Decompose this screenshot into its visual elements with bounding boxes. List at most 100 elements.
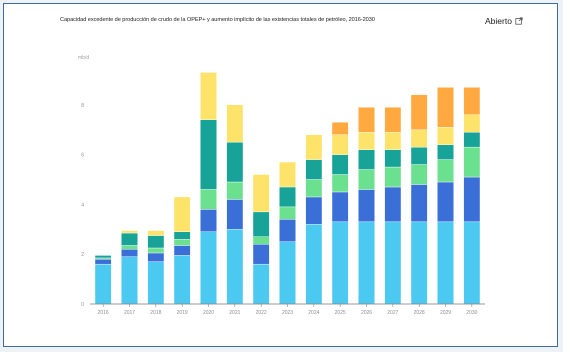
x-tick-label: 2022 [256,310,267,316]
bar-segment [173,255,191,305]
x-tick-label: 2027 [387,310,398,316]
bar-segment [463,114,481,133]
bar-segment [358,169,375,190]
bar-segment [94,263,112,305]
bar-segment [200,119,217,190]
bar-segment [358,107,375,133]
bar-segment [331,134,349,155]
y-tick-label: 4 [81,202,84,208]
bar-segment [279,206,296,220]
x-tick-label: 2026 [361,310,372,316]
bar-segment [331,191,349,223]
bar-segment [200,231,217,305]
bar-segment [121,232,138,246]
bar-segment [463,146,481,178]
bar-segment [279,219,296,242]
bar-segment [252,263,270,305]
bar-segment [305,159,323,180]
bar-segment [226,199,244,230]
bar-segment [331,154,349,175]
bar-segment [147,252,165,262]
bar-segment [121,249,138,257]
external-link-icon [515,17,523,25]
x-tick-label: 2025 [335,310,346,316]
bar-segment [463,87,481,115]
bar-segment [173,245,191,256]
bar-segment [279,241,296,305]
bar-segment [463,221,481,305]
x-tick-label: 2030 [466,310,477,316]
bar-segment [358,149,375,170]
bar-segment [94,258,112,265]
bar-segment [121,230,138,234]
y-tick-label: 6 [81,153,84,159]
bar-segment [384,221,402,305]
x-tick-label: 2017 [124,310,135,316]
bar-segment [226,141,244,183]
open-button-label: Abierto [485,16,512,26]
bar-segment [463,131,481,148]
bar-segment [305,179,323,198]
bar-segment [226,229,244,305]
bar-segment [121,245,138,250]
bar-segment [173,231,191,240]
bar-segment [252,244,270,265]
bar-segment [410,94,428,130]
open-button[interactable]: Abierto [485,16,523,26]
bar-segment [147,235,165,249]
bar-segment [305,196,323,225]
x-tick-label: 2029 [440,310,451,316]
bar-segment [147,261,165,305]
bar-segment [384,186,402,223]
x-tick-label: 2024 [308,310,319,316]
bar-segment [305,134,323,160]
x-tick-label: 2028 [414,310,425,316]
bar-segment [437,127,454,145]
bar-segment [147,247,165,254]
x-tick-label: 2016 [98,310,109,316]
bar-segment [121,256,138,305]
bar-segment [173,239,191,246]
bar-segment [279,161,296,188]
bar-segment [410,184,428,223]
bar-segment [147,230,165,236]
bar-segment [200,209,217,232]
bar-segment [437,87,454,128]
bar-segment [226,104,244,143]
bar-segment [358,221,375,305]
bar-segment [200,72,217,120]
bar-segment [410,129,428,148]
bar-segment [384,131,402,150]
x-tick-label: 2019 [177,310,188,316]
bar-segment [410,221,428,305]
x-tick-label: 2018 [150,310,161,316]
bar-segment [437,159,454,183]
bar-segment [437,144,454,160]
bar-segment [358,189,375,223]
bar-segment [252,174,270,213]
bar-segment [331,122,349,135]
bar-segment [94,255,112,259]
y-axis-unit-label: mb/d [78,55,89,61]
bar-segment [384,149,402,168]
bar-segment [200,189,217,210]
y-tick-label: 0 [81,302,84,308]
bar-segment [463,176,481,223]
bar-segment [384,166,402,188]
chart-title: Capacidad excedente de producción de cru… [60,17,375,23]
bar-segment [410,146,428,165]
y-tick-label: 8 [81,103,84,109]
bar-segment [226,181,244,200]
bar-segment [437,181,454,223]
x-tick-label: 2020 [203,310,214,316]
x-tick-label: 2021 [229,310,240,316]
bar-segment [279,186,296,208]
bar-segment [331,221,349,305]
bar-segment [173,196,191,232]
x-tick-label: 2023 [282,310,293,316]
bar-segment [358,131,375,150]
bar-segment [252,211,270,237]
bar-segment [331,174,349,193]
bar-segment [252,236,270,245]
